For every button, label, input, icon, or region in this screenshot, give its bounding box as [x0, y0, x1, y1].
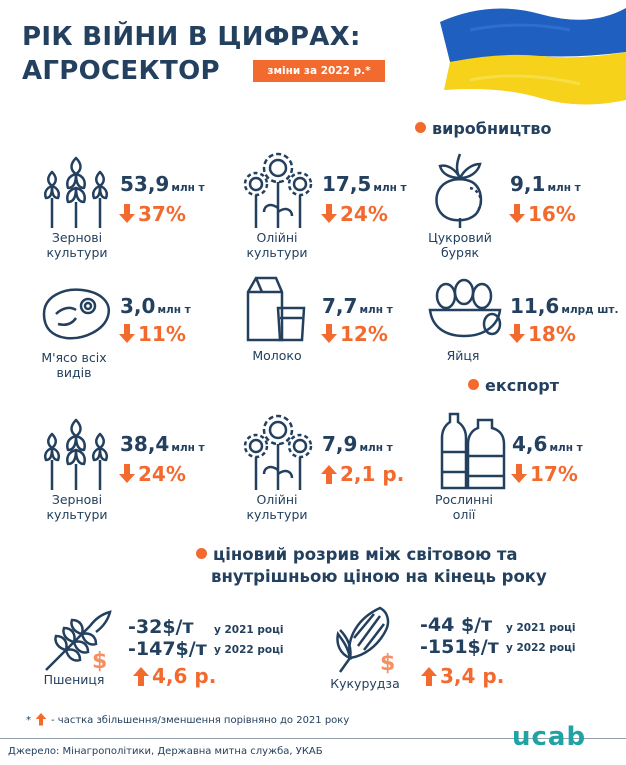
arrow-down-icon [320, 324, 338, 344]
stat-label: Зернові культури [46, 492, 108, 522]
stat-value: 17,5 млн т [322, 172, 407, 196]
stat-change: 37% [118, 202, 186, 226]
price-2021-label: у 2021 році [214, 624, 284, 636]
sunflower-icon [238, 150, 318, 230]
arrow-down-icon [320, 204, 338, 224]
arrow-up-icon [320, 464, 338, 484]
wheat-icon [36, 150, 116, 230]
section-production: виробництво [415, 119, 551, 138]
stat-change: 18% [508, 322, 576, 346]
stat-change: 17% [510, 462, 578, 486]
page-title: РІК ВІЙНИ В ЦИФРАХ: АГРОСЕКТОР [22, 22, 361, 86]
ukraine-flag-icon [440, 8, 626, 105]
stat-value: 53,9 млн т [120, 172, 205, 196]
stat-value: 11,6 млрд шт. [510, 294, 619, 318]
stat-label: Рослинні олії [435, 492, 493, 522]
eggs-icon [428, 278, 502, 338]
stat-value: 4,6 млн т [512, 432, 583, 456]
stat-change: 11% [118, 322, 186, 346]
arrow-down-icon [510, 464, 528, 484]
arrow-down-icon [508, 324, 526, 344]
arrow-down-icon [508, 204, 526, 224]
stat-change: 2,1 р. [320, 462, 404, 486]
stat-label: Молоко [252, 348, 302, 363]
price-change: 3,4 р. [420, 664, 504, 688]
price-2021: -44 $/т [420, 614, 493, 636]
section-export: експорт [468, 376, 559, 395]
stat-value: 7,7 млн т [322, 294, 393, 318]
beet-icon [435, 153, 483, 228]
stat-change: 24% [118, 462, 186, 486]
source-note: Джерело: Мінагрополітики, Державна митна… [8, 746, 323, 757]
arrow-down-icon [118, 464, 136, 484]
stat-label: Олійні культури [246, 230, 308, 260]
bullet-dot [196, 548, 207, 559]
stat-value: 7,9 млн т [322, 432, 393, 456]
arrow-up-icon [420, 666, 438, 686]
stat-value: 3,0 млн т [120, 294, 191, 318]
sunflower-icon [238, 412, 318, 492]
stat-label: Зернові культури [46, 230, 108, 260]
arrow-up-icon [35, 712, 47, 726]
stat-change: 24% [320, 202, 388, 226]
price-2021: -32$/т [128, 616, 194, 638]
stat-label: Олійні культури [246, 492, 308, 522]
section-price-gap: ціновий розрив між світовою та внутрішнь… [196, 544, 547, 588]
stat-change: 16% [508, 202, 576, 226]
ucab-logo: ucab [512, 722, 587, 752]
stat-label: Яйця [446, 348, 480, 363]
wheat-dollar-icon: $ [45, 610, 112, 674]
stat-change: 12% [320, 322, 388, 346]
price-2022-label: у 2022 році [214, 644, 284, 656]
svg-text:$: $ [92, 649, 107, 674]
price-2021-label: у 2021 році [506, 622, 576, 634]
svg-text:$: $ [380, 651, 395, 676]
wheat-icon [36, 412, 116, 492]
changes-badge: зміни за 2022 р.* [253, 60, 385, 82]
divider [0, 738, 626, 739]
stat-value: 9,1 млн т [510, 172, 581, 196]
corn-dollar-icon: $ [336, 606, 395, 676]
price-2022: -151$/т [420, 636, 499, 658]
price-label: Пшениця [43, 672, 105, 687]
price-2022: -147$/т [128, 638, 207, 660]
bullet-dot [468, 379, 479, 390]
meat-icon [42, 288, 111, 340]
price-2022-label: у 2022 році [506, 642, 576, 654]
price-change: 4,6 р. [132, 664, 216, 688]
footnote: * - частка збільшення/зменшення порівняно… [26, 712, 349, 726]
stat-label: М'ясо всіх видів [41, 350, 107, 380]
price-label: Кукурудза [330, 676, 400, 691]
arrow-up-icon [132, 666, 150, 686]
stat-value: 38,4 млн т [120, 432, 205, 456]
stat-label: Цукровий буряк [428, 230, 492, 260]
arrow-down-icon [118, 324, 136, 344]
arrow-down-icon [118, 204, 136, 224]
bullet-dot [415, 122, 426, 133]
milk-icon [246, 276, 306, 342]
oil-bottles-icon [440, 412, 506, 490]
